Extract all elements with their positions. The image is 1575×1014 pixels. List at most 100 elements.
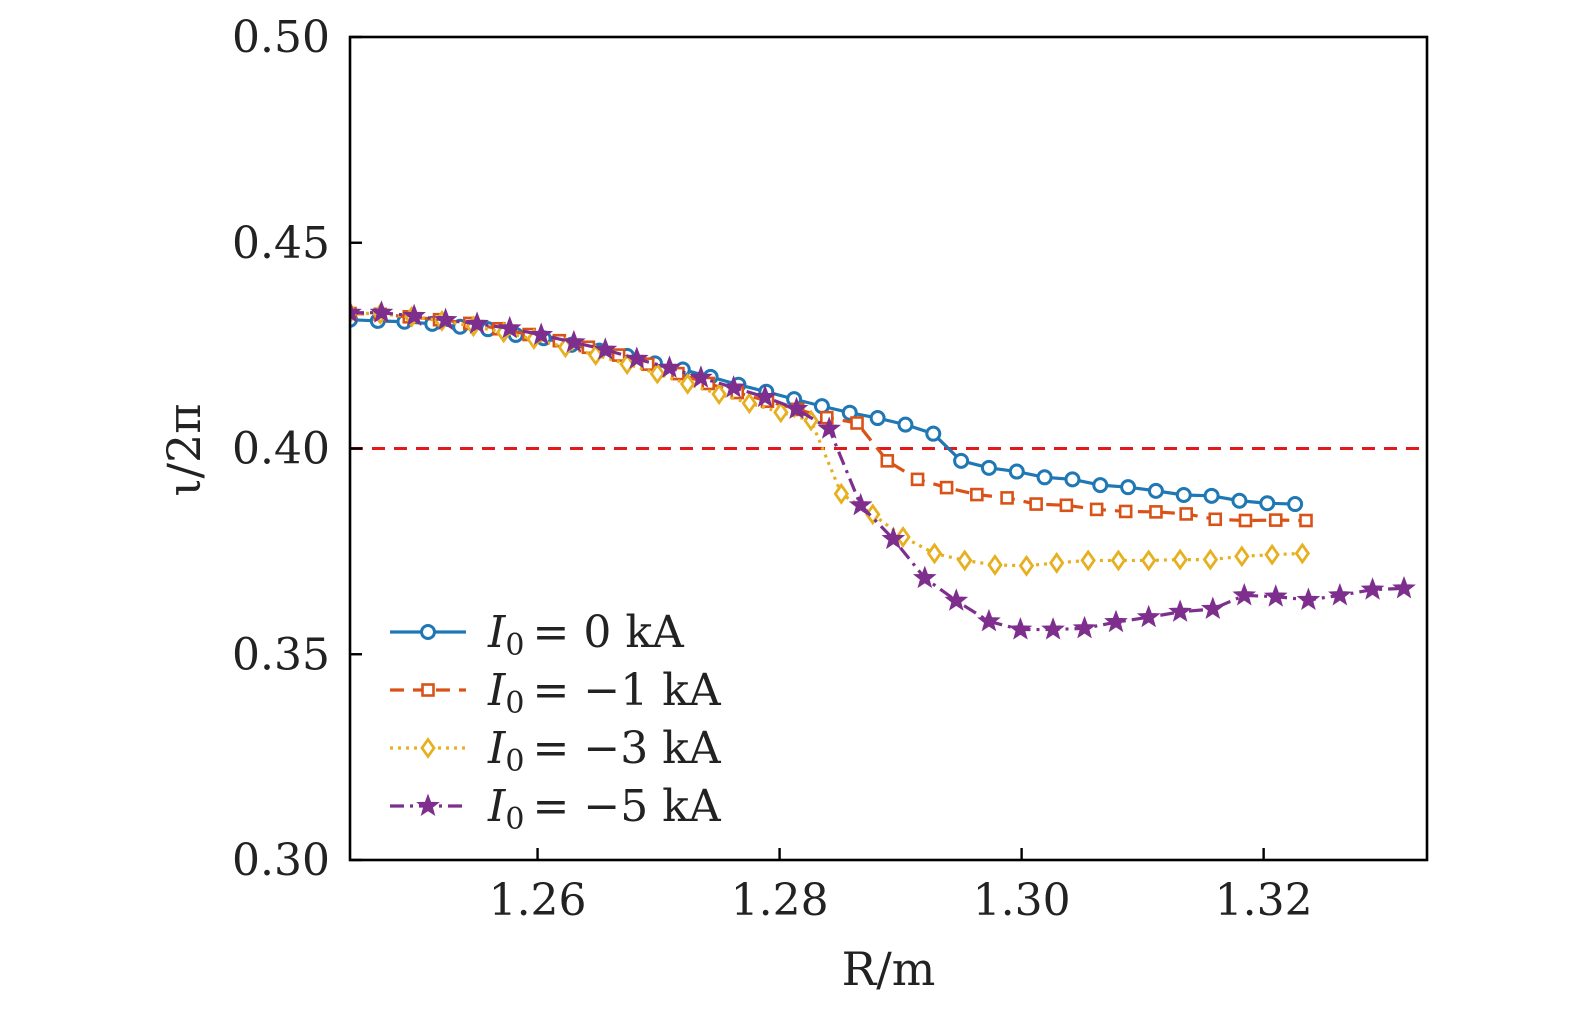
series-1-point-17	[850, 416, 864, 430]
series-0-point-29	[1147, 482, 1164, 499]
legend-label-subscript-2: 0	[505, 744, 524, 779]
series-3-point-8	[593, 337, 618, 360]
series-3	[350, 300, 1416, 640]
series-2-point-10	[649, 362, 666, 385]
y-tick-label-1: 0.35	[232, 629, 330, 680]
series-3-point-4	[465, 311, 489, 334]
legend-entry-2: I0 = −3 kA	[390, 723, 722, 779]
x-tick-label-0: 1.26	[489, 875, 587, 926]
series-3-point-21	[1008, 617, 1033, 640]
series-1-point-26	[1118, 504, 1133, 519]
legend-label-symbol-3: I	[487, 781, 507, 832]
series-3-point-27	[1200, 596, 1225, 620]
series-3-point-20	[977, 608, 1001, 632]
series-1-point-20	[939, 480, 954, 495]
series-0-point-28	[1120, 479, 1137, 496]
y-tick-label-3: 0.45	[232, 218, 330, 269]
series-2-point-18	[895, 526, 911, 548]
series-2-point-12	[711, 383, 727, 406]
series-0-point-34	[1287, 496, 1304, 513]
series-0-point-32	[1231, 492, 1248, 509]
series-2-point-21	[987, 554, 1003, 576]
series-0-point-19	[869, 410, 886, 427]
series-3-point-7	[562, 329, 586, 353]
legend-marker-1	[421, 683, 435, 697]
series-1-point-18	[880, 454, 895, 468]
series-1-point-21	[970, 487, 984, 502]
series-3-point-15	[817, 416, 842, 439]
series-3-point-16	[848, 492, 873, 516]
legend-marker-3	[416, 793, 440, 817]
plot-layer	[350, 300, 1427, 640]
series-3-point-10	[657, 355, 682, 378]
series-3-point-33	[1392, 575, 1416, 599]
series-3-point-19	[944, 588, 969, 611]
series-2-point-24	[1080, 549, 1096, 572]
series-3-point-28	[1232, 582, 1257, 606]
series-3-point-2	[402, 303, 426, 327]
series-2-point-30	[1264, 543, 1280, 566]
series-1-point-29	[1208, 512, 1223, 527]
series-3-point-3	[433, 307, 458, 331]
series-0-point-27	[1092, 477, 1109, 494]
legend-label-subscript-3: 0	[505, 802, 524, 837]
series-2-point-26	[1140, 549, 1157, 572]
x-tick-label-3: 1.32	[1215, 875, 1313, 926]
series-0-point-25	[1036, 469, 1053, 486]
series-1-point-27	[1149, 505, 1163, 519]
legend-marker-2	[420, 737, 436, 759]
series-3-point-12	[721, 375, 746, 398]
series-1-point-22	[1000, 491, 1014, 505]
series-2	[350, 301, 1311, 577]
series-2-point-23	[1048, 551, 1065, 574]
series-3-point-1	[369, 300, 394, 323]
series-2-point-13	[741, 392, 758, 415]
series-2-point-25	[1110, 549, 1127, 572]
series-2-point-28	[1202, 548, 1219, 571]
series-3-point-9	[624, 346, 649, 369]
series-0-point-30	[1175, 486, 1192, 503]
series-3-point-31	[1328, 582, 1352, 606]
series-1-point-31	[1268, 513, 1283, 527]
series-2-point-29	[1234, 545, 1250, 568]
plot-clipped	[350, 300, 1427, 640]
series-3-point-5	[497, 315, 522, 339]
legend-label-text-1: = −1 kA	[532, 665, 721, 716]
series-2-point-31	[1294, 542, 1311, 565]
legend-label-3: I0 = −5 kA	[487, 781, 722, 837]
x-axis-label: R/m	[842, 942, 936, 996]
series-2-point-11	[679, 372, 696, 395]
legend-label-text-0: = 0 kA	[532, 607, 684, 658]
series-2-point-27	[1172, 548, 1188, 571]
x-tick-label-2: 1.30	[973, 875, 1071, 926]
series-0-point-24	[1008, 463, 1025, 480]
series-3-point-17	[881, 526, 906, 550]
series-1-point-24	[1059, 498, 1074, 513]
series-0-point-22	[953, 452, 970, 469]
legend-entry-1: I0 = −1 kA	[390, 665, 722, 721]
series-2-point-19	[926, 542, 943, 565]
series-3-point-24	[1104, 609, 1128, 633]
series-3-point-29	[1263, 584, 1288, 607]
series-0-point-33	[1259, 495, 1276, 512]
legend-label-symbol-1: I	[487, 665, 507, 716]
series-3-point-32	[1360, 577, 1385, 600]
series-0-point-21	[925, 425, 942, 442]
series-1-point-19	[910, 472, 925, 487]
series-0-point-23	[980, 459, 997, 476]
legend-entry-0: I0 = 0 kA	[390, 607, 685, 663]
series-2-point-14	[773, 401, 789, 424]
series-1-point-30	[1238, 513, 1253, 528]
series-3-point-18	[912, 565, 937, 589]
series-1-point-25	[1089, 502, 1104, 517]
axes-layer: 1.26 1.28 1.30 1.32 0.30 0.35 0.40 0.45 0.50 R/m ι…	[157, 12, 1429, 996]
legend-label-symbol-0: I	[487, 607, 507, 658]
series-1-point-23	[1029, 497, 1043, 511]
y-tick-label-4: 0.50	[232, 12, 330, 63]
legend-label-1: I0 = −1 kA	[487, 665, 722, 721]
y-tick-label-0: 0.30	[232, 835, 330, 886]
legend-label-text-2: = −3 kA	[532, 723, 721, 774]
y-axis-label: ι/2π	[157, 403, 211, 496]
